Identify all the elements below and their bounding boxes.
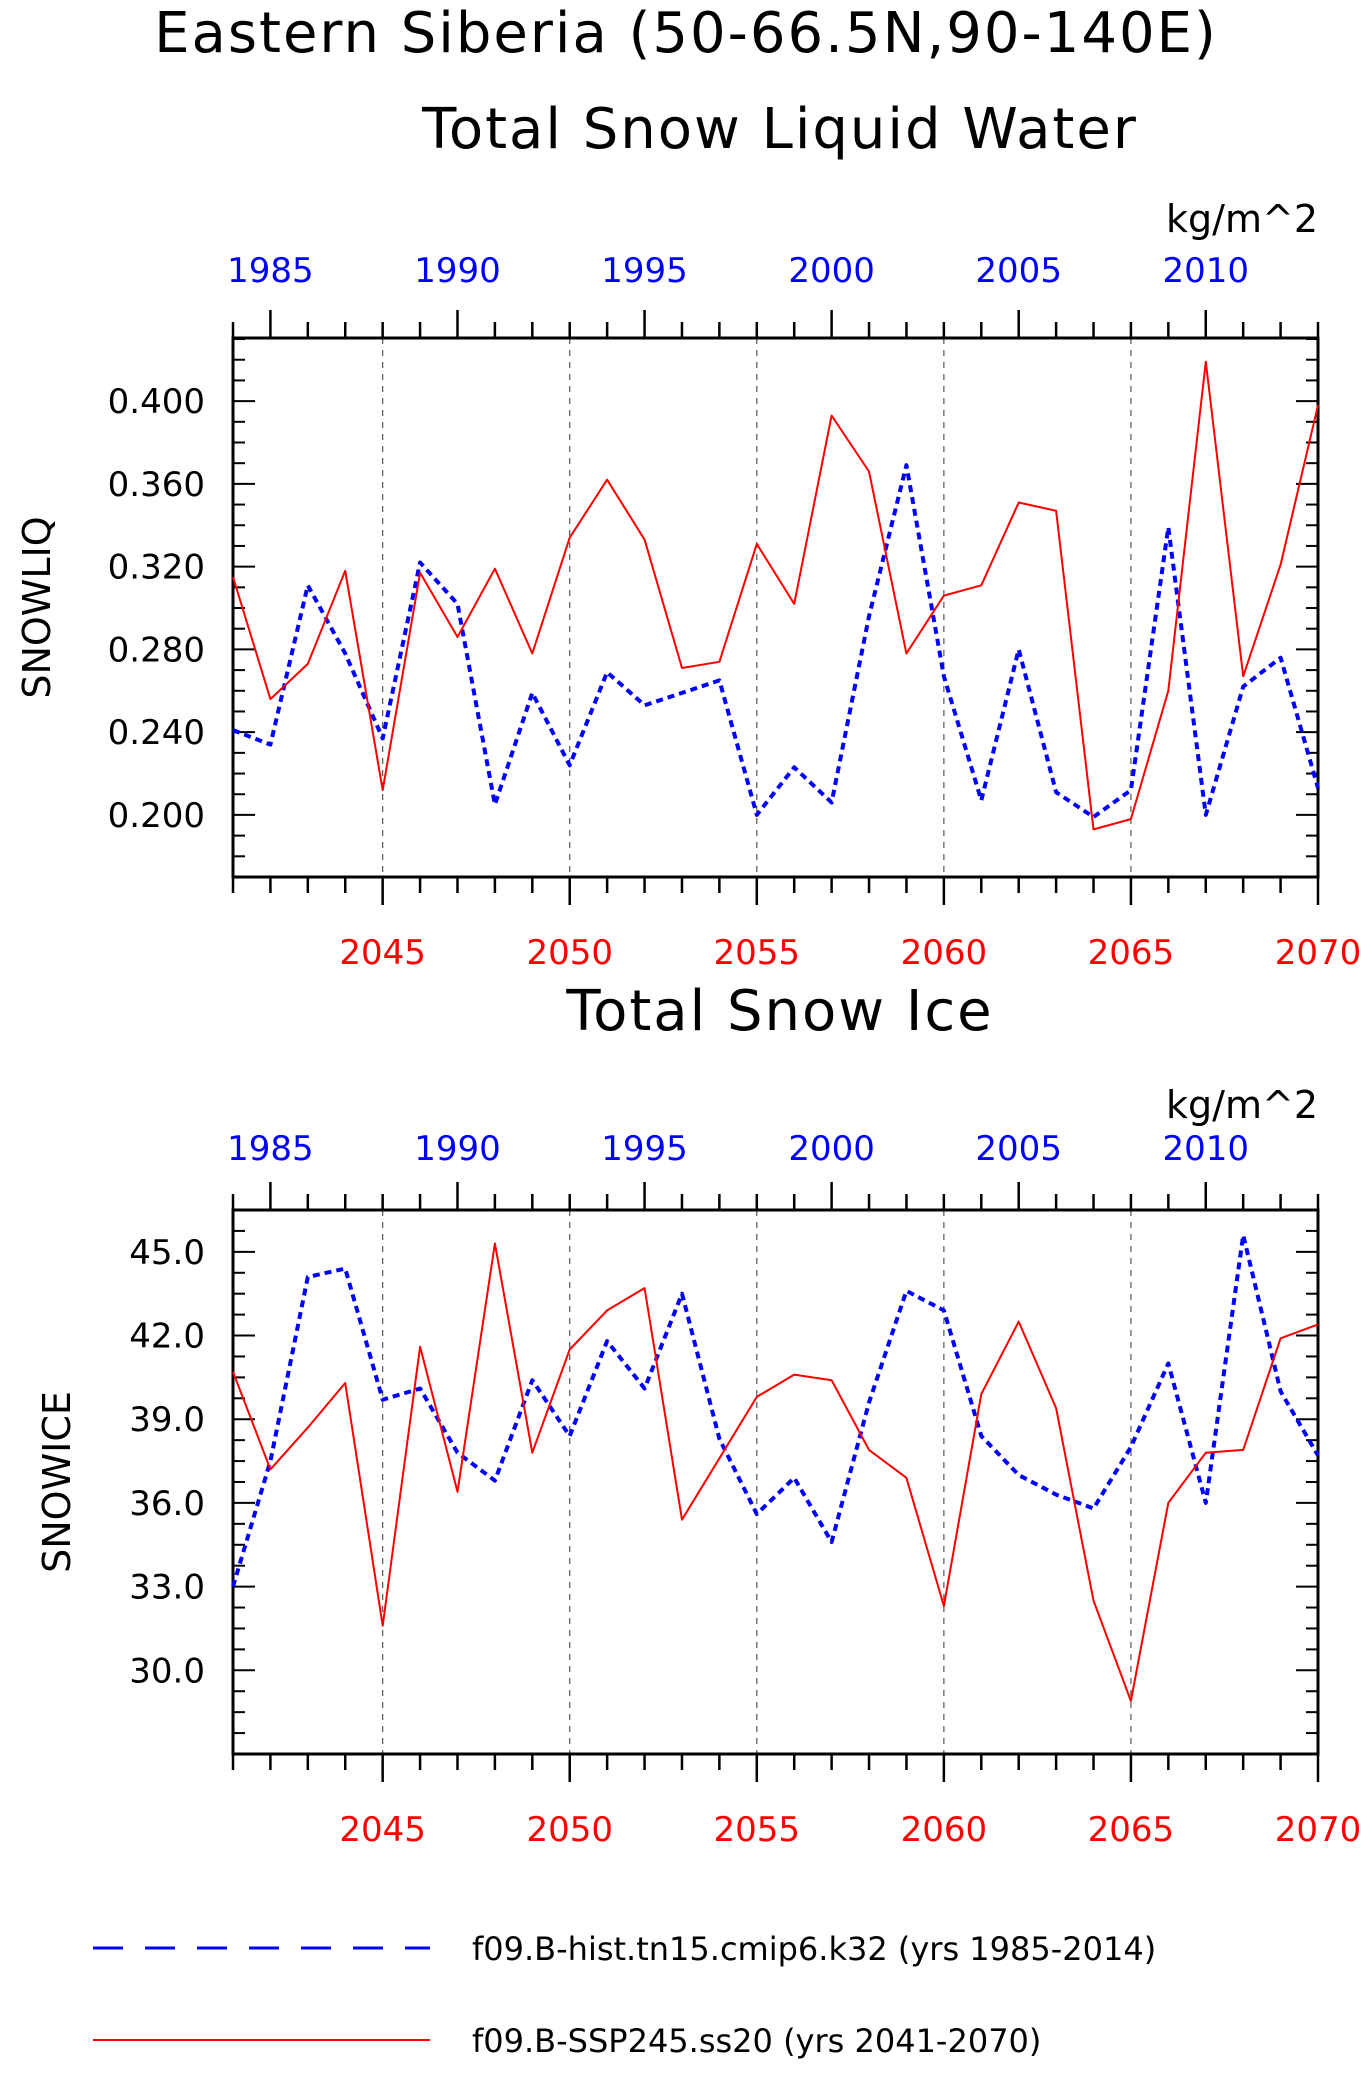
x-top-tick-label: 1990 <box>414 1129 501 1169</box>
chart-panel-1: Total Snow Liquid Water kg/m^2 SNOWLIQ 0.20… <box>15 97 1361 973</box>
x-top-tick-label: 2010 <box>1162 1129 1249 1169</box>
y-tick-label: 0.400 <box>108 382 205 422</box>
y-tick-label: 45.0 <box>129 1233 205 1273</box>
x-bottom-tick-label: 2070 <box>1275 1810 1362 1850</box>
legend: f09.B-hist.tn15.cmip6.k32 (yrs 1985-2014… <box>93 1930 1156 2060</box>
legend-label: f09.B-hist.tn15.cmip6.k32 (yrs 1985-2014… <box>472 1930 1156 1968</box>
x-top-tick-label: 1990 <box>414 251 501 291</box>
x-bottom-tick-label: 2060 <box>901 933 988 973</box>
y-tick-label: 0.200 <box>108 796 205 836</box>
y-tick-label: 30.0 <box>129 1651 205 1691</box>
legend-item: f09.B-hist.tn15.cmip6.k32 (yrs 1985-2014… <box>93 1930 1156 1968</box>
x-top-tick-label: 1985 <box>227 251 314 291</box>
x-top-tick-label: 2000 <box>788 1129 875 1169</box>
y-tick-label: 0.320 <box>108 548 205 588</box>
legend-label: f09.B-SSP245.ss20 (yrs 2041-2070) <box>472 2022 1041 2060</box>
x-bottom-tick-label: 2070 <box>1275 933 1362 973</box>
x-bottom-tick-label: 2060 <box>901 1810 988 1850</box>
y-tick-label: 36.0 <box>129 1484 205 1524</box>
panel-title: Total Snow Ice <box>565 979 993 1044</box>
y-tick-label: 0.240 <box>108 713 205 753</box>
x-bottom-tick-label: 2050 <box>526 933 613 973</box>
x-bottom-tick-label: 2065 <box>1088 933 1175 973</box>
x-bottom-tick-label: 2065 <box>1088 1810 1175 1850</box>
x-top-tick-label: 1995 <box>601 251 688 291</box>
y-axis-label: SNOWLIQ <box>15 516 59 698</box>
plot-frame <box>231 1208 1320 1756</box>
y-tick-label: 39.0 <box>129 1400 205 1440</box>
units-label: kg/m^2 <box>1166 197 1318 241</box>
panel-title: Total Snow Liquid Water <box>421 97 1138 162</box>
units-label: kg/m^2 <box>1166 1083 1318 1127</box>
y-tick-label: 0.280 <box>108 630 205 670</box>
x-bottom-tick-label: 2055 <box>714 1810 801 1850</box>
x-top-tick-label: 2005 <box>975 251 1062 291</box>
x-top-tick-label: 1985 <box>227 1129 314 1169</box>
y-axis-label: SNOWICE <box>35 1391 79 1573</box>
y-tick-label: 42.0 <box>129 1317 205 1357</box>
x-bottom-tick-label: 2055 <box>714 933 801 973</box>
x-top-tick-label: 2000 <box>788 251 875 291</box>
x-top-tick-label: 2010 <box>1162 251 1249 291</box>
main-title: Eastern Siberia (50-66.5N,90-140E) <box>154 1 1218 66</box>
x-bottom-tick-label: 2045 <box>339 933 426 973</box>
legend-item: f09.B-SSP245.ss20 (yrs 2041-2070) <box>93 2022 1041 2060</box>
chart-panels: Total Snow Liquid Water kg/m^2 SNOWLIQ 0.20… <box>15 97 1361 1850</box>
x-top-tick-label: 2005 <box>975 1129 1062 1169</box>
x-top-tick-label: 1995 <box>601 1129 688 1169</box>
chart-panel-2: Total Snow Ice kg/m^2 SNOWICE 30.0 33.0 36.0 3… <box>35 979 1361 1850</box>
x-bottom-tick-label: 2050 <box>526 1810 613 1850</box>
series-line-ssp245 <box>232 360 1319 831</box>
series-line-ssp245 <box>232 1242 1319 1702</box>
y-tick-label: 0.360 <box>108 465 205 505</box>
x-bottom-tick-label: 2045 <box>339 1810 426 1850</box>
y-tick-label: 33.0 <box>129 1568 205 1608</box>
series-line-hist <box>232 463 1320 819</box>
